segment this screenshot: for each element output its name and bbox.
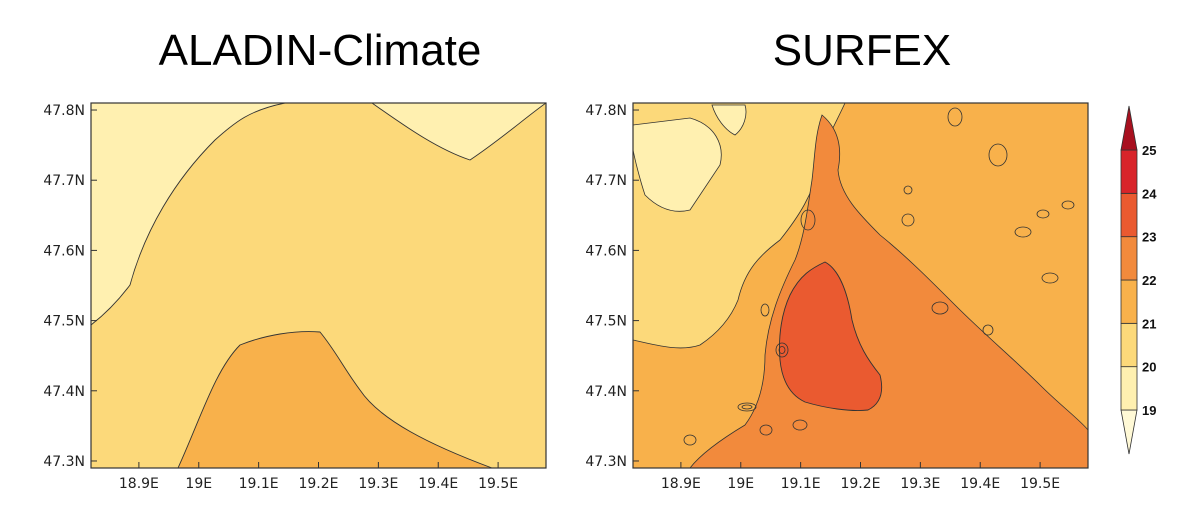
x-tick-label: 19.1E: [239, 476, 279, 492]
y-tick-label: 47.7N: [585, 173, 627, 189]
x-tick-label: 18.9E: [661, 476, 701, 492]
x-tick-label: 19.5E: [1020, 476, 1060, 492]
contour-blobs: [683, 107, 1075, 446]
y-tick-label: 47.6N: [585, 243, 627, 259]
colorbar: 19 20 21 22 23 24 25: [1120, 105, 1157, 455]
blob: [1036, 209, 1050, 219]
x-tick-label: 19.5E: [478, 476, 518, 492]
region-21-22-south: [177, 331, 493, 468]
right-panel-title: SURFEX: [772, 26, 952, 75]
y-tick-label: 47.6N: [43, 243, 85, 259]
colorbar-label: 19: [1142, 403, 1156, 418]
colorbar-label: 23: [1142, 230, 1156, 245]
colorbar-label: 25: [1142, 143, 1156, 158]
x-tick-label: 19.3E: [358, 476, 398, 492]
x-tick-label: 18.9E: [119, 476, 159, 492]
x-tick-label: 19.4E: [418, 476, 458, 492]
blob: [903, 185, 913, 195]
blob: [800, 209, 816, 231]
blob: [741, 404, 753, 410]
x-tick-label: 19E: [185, 476, 212, 492]
y-tick-label: 47.7N: [43, 173, 85, 189]
y-tick-label: 47.3N: [585, 454, 627, 470]
blob: [792, 419, 808, 431]
colorbar-segment: [1120, 366, 1138, 411]
blob: [775, 342, 789, 358]
colorbar-under-triangle: [1120, 409, 1138, 455]
right-axes: 18.9E 19E 19.1E 19.2E 19.3E 19.4E 19.5E 47.3N 47…: [585, 103, 1060, 492]
blob: [683, 434, 697, 446]
y-tick-label: 47.5N: [43, 314, 85, 330]
x-tick-label: 19.2E: [840, 476, 880, 492]
left-axes: 18.9E 19E 19.1E 19.2E 19.3E 19.4E 19.5E 47.3N 47…: [43, 103, 518, 492]
blob: [982, 324, 994, 336]
blob: [1041, 272, 1059, 284]
y-tick-label: 47.8N: [43, 103, 85, 119]
blob: [760, 303, 770, 317]
blob: [988, 143, 1008, 167]
colorbar-segment: [1120, 149, 1138, 194]
blob: [931, 301, 949, 315]
colorbar-segment: [1120, 322, 1138, 368]
blob: [901, 213, 915, 227]
right-map: [633, 103, 1088, 468]
blob: [737, 402, 757, 412]
region-19-20-northeast: [371, 103, 546, 161]
y-tick-label: 47.3N: [43, 454, 85, 470]
region-19-20-northwest: [91, 103, 286, 326]
colorbar-label: 22: [1142, 273, 1156, 288]
blob: [1014, 226, 1032, 238]
blob: [1061, 200, 1075, 210]
colorbar-segment: [1120, 236, 1138, 281]
region-23-24-core: [779, 261, 883, 411]
colorbar-label: 21: [1142, 316, 1156, 331]
x-tick-label: 19.3E: [900, 476, 940, 492]
region-19-20-northwest-core: [633, 117, 722, 212]
y-tick-label: 47.8N: [585, 103, 627, 119]
blob: [778, 346, 786, 354]
x-tick-label: 19E: [727, 476, 754, 492]
colorbar-label: 20: [1142, 360, 1156, 375]
y-tick-label: 47.5N: [585, 314, 627, 330]
region-19-20-north-streak: [711, 104, 747, 136]
y-tick-label: 47.4N: [43, 384, 85, 400]
colorbar-over-triangle: [1120, 105, 1138, 151]
x-tick-label: 19.2E: [298, 476, 338, 492]
x-tick-label: 19.1E: [781, 476, 821, 492]
blob: [947, 107, 963, 127]
colorbar-label: 24: [1142, 186, 1157, 201]
left-panel-title: ALADIN-Climate: [158, 26, 482, 75]
x-tick-label: 19.4E: [960, 476, 1000, 492]
left-map: [91, 103, 546, 468]
y-tick-label: 47.4N: [585, 384, 627, 400]
blob: [759, 424, 773, 436]
colorbar-segment: [1120, 192, 1138, 238]
colorbar-segment: [1120, 279, 1138, 324]
